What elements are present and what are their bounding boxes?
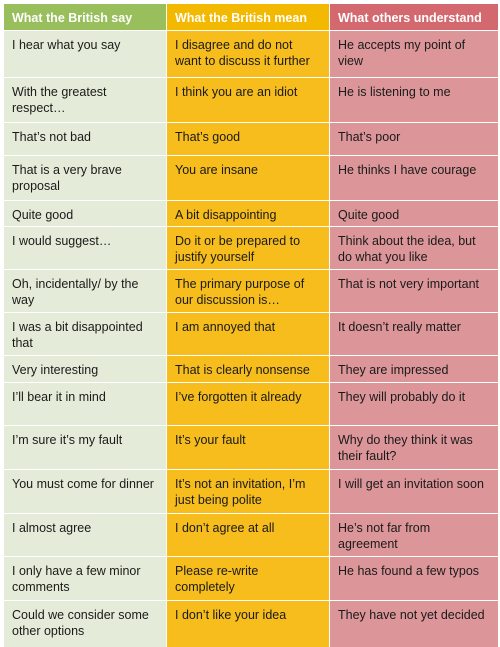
cell-understand: He thinks I have courage: [330, 156, 498, 200]
cell-mean: I am annoyed that: [167, 313, 329, 355]
cell-say: I almost agree: [4, 514, 166, 556]
cell-mean: I don’t agree at all: [167, 514, 329, 556]
cell-say: That is a very brave proposal: [4, 156, 166, 200]
cell-say: I’ll bear it in mind: [4, 383, 166, 425]
cell-say: I only have a few minor comments: [4, 557, 166, 600]
cell-mean: Please re-write completely: [167, 557, 329, 600]
phrase-table: What the British say What the British me…: [4, 4, 498, 647]
cell-understand: He accepts my point of view: [330, 31, 498, 77]
header-british-mean: What the British mean: [167, 4, 329, 30]
cell-say: I would suggest…: [4, 227, 166, 269]
cell-understand: He is listening to me: [330, 78, 498, 122]
cell-understand: I will get an invitation soon: [330, 470, 498, 513]
cell-understand: They will probably do it: [330, 383, 498, 425]
cell-understand: That’s poor: [330, 123, 498, 155]
cell-mean: I don’t like your idea: [167, 601, 329, 647]
cell-say: That’s not bad: [4, 123, 166, 155]
cell-mean: You are insane: [167, 156, 329, 200]
cell-say: With the greatest respect…: [4, 78, 166, 122]
cell-understand: He’s not far from agreement: [330, 514, 498, 556]
cell-understand: They have not yet decided: [330, 601, 498, 647]
cell-mean: A bit disappointing: [167, 201, 329, 226]
cell-mean: It’s not an invitation, I’m just being p…: [167, 470, 329, 513]
cell-understand: It doesn’t really matter: [330, 313, 498, 355]
cell-understand: Think about the idea, but do what you li…: [330, 227, 498, 269]
cell-say: Oh, incidentally/ by the way: [4, 270, 166, 312]
cell-mean: I disagree and do not want to discuss it…: [167, 31, 329, 77]
cell-mean: That is clearly nonsense: [167, 356, 329, 382]
cell-understand: Why do they think it was their fault?: [330, 426, 498, 469]
cell-understand: He has found a few typos: [330, 557, 498, 600]
cell-understand: They are impressed: [330, 356, 498, 382]
cell-mean: That’s good: [167, 123, 329, 155]
header-british-say: What the British say: [4, 4, 166, 30]
cell-say: I’m sure it’s my fault: [4, 426, 166, 469]
cell-say: You must come for dinner: [4, 470, 166, 513]
cell-understand: That is not very important: [330, 270, 498, 312]
header-others-understand: What others understand: [330, 4, 498, 30]
cell-say: Could we consider some other options: [4, 601, 166, 647]
cell-mean: Do it or be prepared to justify yourself: [167, 227, 329, 269]
cell-mean: The primary purpose of our discussion is…: [167, 270, 329, 312]
cell-understand: Quite good: [330, 201, 498, 226]
cell-say: Very interesting: [4, 356, 166, 382]
cell-mean: It’s your fault: [167, 426, 329, 469]
cell-mean: I’ve forgotten it already: [167, 383, 329, 425]
cell-mean: I think you are an idiot: [167, 78, 329, 122]
cell-say: I hear what you say: [4, 31, 166, 77]
cell-say: Quite good: [4, 201, 166, 226]
cell-say: I was a bit disappointed that: [4, 313, 166, 355]
